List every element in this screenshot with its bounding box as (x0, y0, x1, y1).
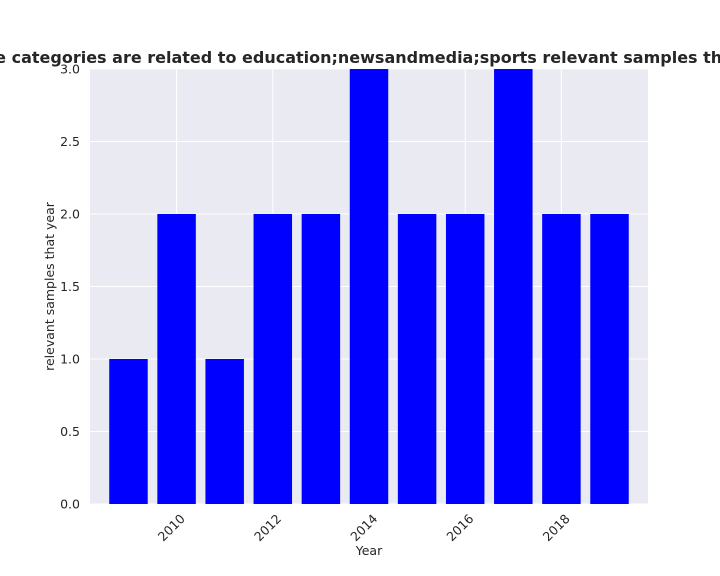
bar (445, 214, 485, 504)
x-tick-label: 2012 (251, 511, 284, 544)
x-tick-label: 2018 (540, 511, 573, 544)
bar (542, 214, 581, 504)
x-tick-label: 2010 (155, 511, 188, 544)
bar (349, 69, 389, 504)
y-axis-label: relevant samples that year (42, 201, 57, 371)
y-tick-label: 2.5 (60, 134, 80, 149)
x-axis-label: Year (355, 543, 383, 558)
y-tick-label: 1.5 (60, 279, 80, 294)
bars (109, 69, 629, 504)
y-tick-label: 2.0 (60, 207, 80, 222)
bar (205, 359, 244, 504)
bar (157, 214, 196, 504)
bar (253, 214, 293, 504)
bar (301, 214, 341, 504)
x-tick-label: 2014 (347, 511, 380, 544)
bar (590, 214, 629, 504)
y-tick-label: 1.0 (60, 352, 80, 367)
bar (494, 69, 533, 504)
chart-title: Number of apps whose categories are rela… (0, 48, 720, 67)
y-tick-labels: 0.0 0.5 1.0 1.5 2.0 2.5 3.0 (60, 62, 80, 512)
x-tick-label: 2016 (443, 511, 476, 544)
bar (397, 214, 437, 504)
y-tick-label: 3.0 (60, 62, 80, 77)
y-tick-label: 0.5 (60, 424, 80, 439)
bar (109, 359, 148, 504)
x-tick-labels: 2010 2012 2014 2016 2018 (155, 511, 573, 544)
y-tick-label: 0.0 (60, 497, 80, 512)
